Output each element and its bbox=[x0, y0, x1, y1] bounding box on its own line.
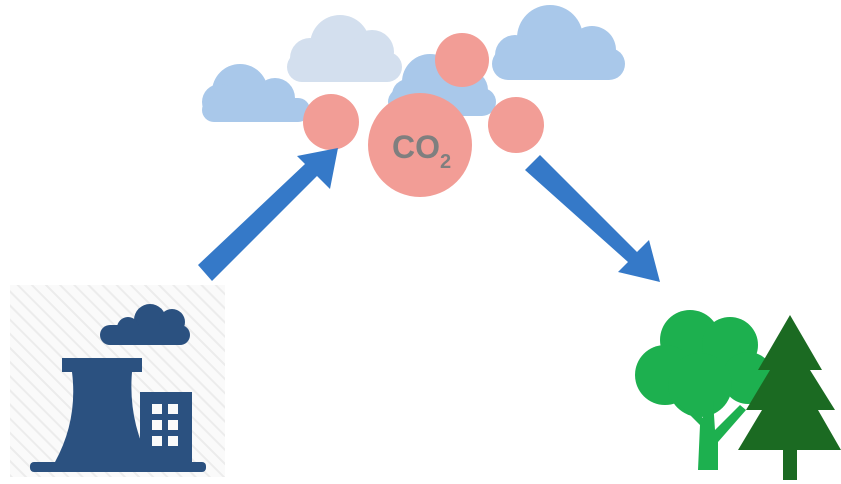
co2-subscript: 2 bbox=[440, 151, 451, 173]
page: CO2 (() => { const data = JSON.parse(doc… bbox=[0, 0, 841, 484]
co2-main: CO bbox=[392, 129, 440, 165]
arrow-up bbox=[198, 148, 338, 281]
arrow-down bbox=[525, 155, 660, 282]
co2-cycle-diagram: CO2 bbox=[0, 0, 841, 484]
cloud-right bbox=[492, 5, 625, 80]
cloud-top bbox=[287, 15, 402, 82]
